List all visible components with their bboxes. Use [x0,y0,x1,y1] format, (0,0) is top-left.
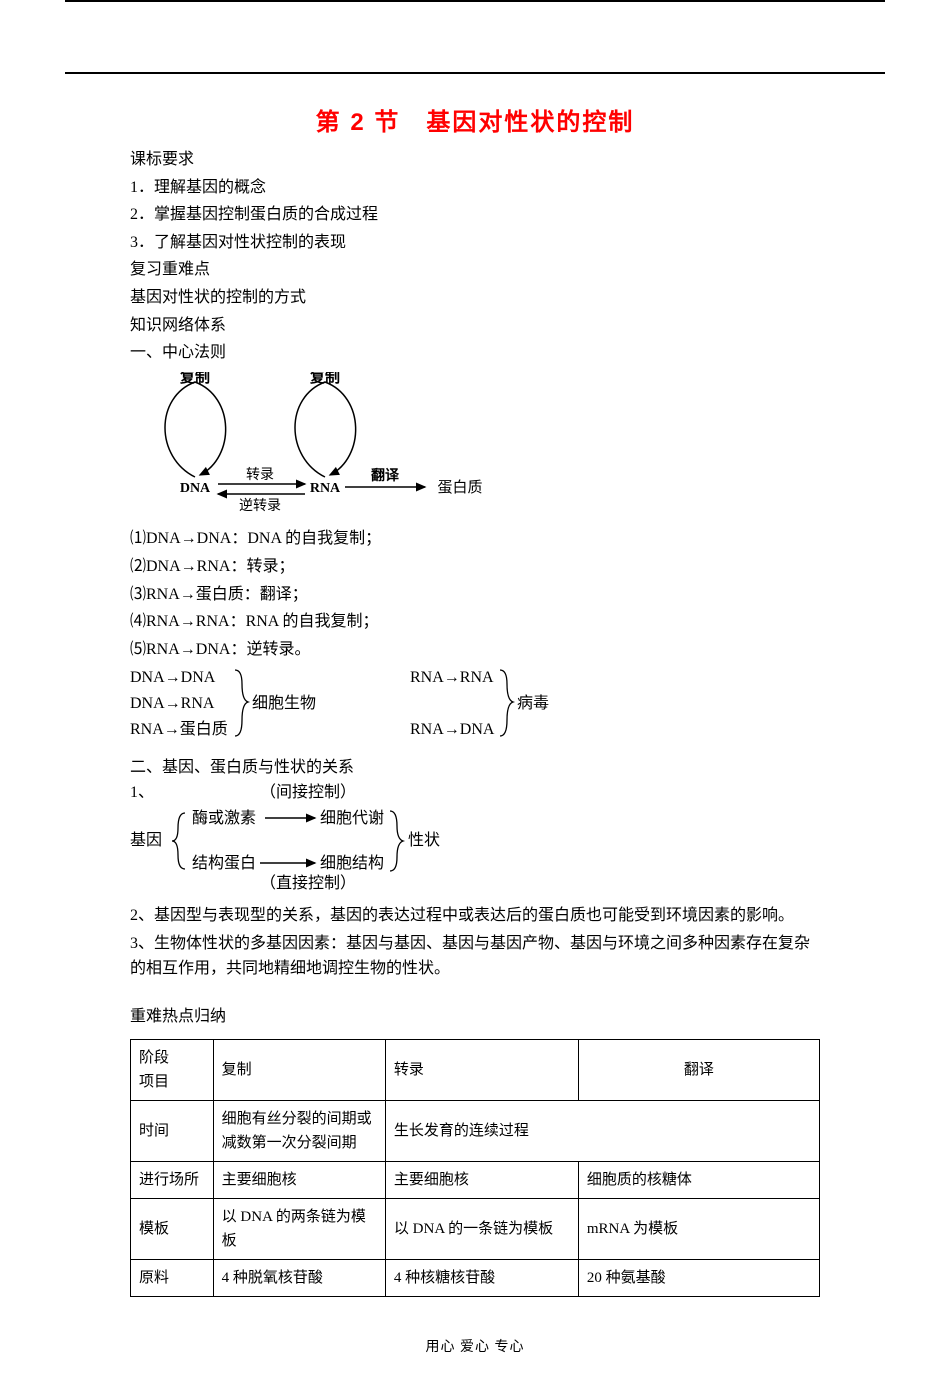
table-cell: 4 种核糖核苷酸 [385,1260,578,1297]
table-cell: 4 种脱氧核苷酸 [213,1260,385,1297]
bracket-svg: DNA→DNA DNA→RNA RNA→蛋白质 细胞生物 RNA→RNA RNA… [130,664,690,744]
table-row: 原料 4 种脱氧核苷酸 4 种核糖核苷酸 20 种氨基酸 [131,1260,820,1297]
body-text: 课标要求 1．理解基因的概念 2．掌握基因控制蛋白质的合成过程 3．了解基因对性… [130,147,820,1360]
page: 第 2 节 基因对性状的控制 课标要求 1．理解基因的概念 2．掌握基因控制蛋白… [65,0,885,1390]
bracket-groups: DNA→DNA DNA→RNA RNA→蛋白质 细胞生物 RNA→RNA RNA… [130,664,820,753]
label-reverse-transcription: 逆转录 [239,498,281,512]
content-area: 第 2 节 基因对性状的控制 课标要求 1．理解基因的概念 2．掌握基因控制蛋白… [130,102,820,1360]
label-direct: （直接控制） [260,874,356,892]
table-row: 时间 细胞有丝分裂的间期或减数第一次分裂间期 生长发育的连续过程 [131,1101,820,1162]
table-cell: 生长发育的连续过程 [385,1101,819,1162]
group-item: DNA→DNA [130,669,216,686]
label-indirect: （间接控制） [260,783,356,801]
label-item-1: 1、 [130,784,154,801]
group-label: 细胞生物 [252,694,316,712]
table-cell: 细胞质的核糖体 [578,1162,819,1199]
table-cell: 细胞有丝分裂的间期或减数第一次分裂间期 [213,1101,385,1162]
label-metabolism: 细胞代谢 [320,809,384,827]
table-row: 阶段 项目 复制 转录 翻译 [131,1040,820,1101]
label-transcription: 转录 [246,467,274,483]
table-cell: 主要细胞核 [213,1162,385,1199]
cell-text: 阶段 项目 [139,1046,205,1094]
central-dogma-diagram: 复制 DNA 复制 RNA 转录 逆转录 翻译 蛋白质 [150,372,820,521]
label-gene: 基因 [130,831,162,849]
label-rna: RNA [310,481,341,496]
label-replication: 复制 [179,372,210,386]
page-title: 第 2 节 基因对性状的控制 [130,102,820,137]
table-header-cell: 阶段 项目 [131,1040,214,1101]
table-cell: 以 DNA 的两条链为模板 [213,1199,385,1260]
table-cell: 20 种氨基酸 [578,1260,819,1297]
comparison-table: 阶段 项目 复制 转录 翻译 时间 细胞有丝分裂的间期或减数第一次分裂间期 生长… [130,1039,820,1297]
definition-item: ⑸RNA→DNA：逆转录。 [130,637,820,663]
group-item: DNA→RNA [130,695,215,712]
group-item: RNA→DNA [410,721,495,738]
label-translation: 翻译 [371,467,400,484]
table-header-cell: 转录 [385,1040,578,1101]
table-header-cell: 复制 [213,1040,385,1101]
table-cell: 模板 [131,1199,214,1260]
label-trait: 性状 [408,831,440,849]
label-cell-struct: 细胞结构 [320,854,384,872]
table-row: 进行场所 主要细胞核 主要细胞核 细胞质的核糖体 [131,1162,820,1199]
table-cell: mRNA 为模板 [578,1199,819,1260]
definition-item: ⑷RNA→RNA：RNA 的自我复制； [130,609,820,635]
table-cell: 时间 [131,1101,214,1162]
section-heading: 复习重难点 [130,257,820,283]
label-protein: 蛋白质 [437,479,482,496]
list-item: 3．了解基因对性状控制的表现 [130,230,820,256]
paragraph: 2、基因型与表现型的关系，基因的表达过程中或表达后的蛋白质也可能受到环境因素的影… [130,903,820,929]
table-cell: 原料 [131,1260,214,1297]
subsection-heading: 二、基因、蛋白质与性状的关系 [130,755,820,781]
group-item: RNA→蛋白质 [130,720,228,738]
dogma-svg: 复制 DNA 复制 RNA 转录 逆转录 翻译 蛋白质 [150,372,510,512]
gene-trait-diagram: 1、 （间接控制） 基因 酶或激素 细胞代谢 结构蛋白 细胞结构 性状 [130,783,820,902]
page-footer: 用心 爱心 专心 [130,1337,820,1359]
definition-item: ⑵DNA→RNA：转录； [130,554,820,580]
subsection-heading: 一、中心法则 [130,340,820,366]
table-row: 模板 以 DNA 的两条链为模板 以 DNA 的一条链为模板 mRNA 为模板 [131,1199,820,1260]
paragraph: 3、生物体性状的多基因因素：基因与基因、基因与基因产物、基因与环境之间多种因素存… [130,931,820,982]
table-cell: 主要细胞核 [385,1162,578,1199]
list-item: 1．理解基因的概念 [130,175,820,201]
label-dna: DNA [180,481,211,496]
table-header-cell: 翻译 [578,1040,819,1101]
table-cell: 进行场所 [131,1162,214,1199]
definition-item: ⑶RNA→蛋白质：翻译； [130,582,820,608]
list-item: 2．掌握基因控制蛋白质的合成过程 [130,202,820,228]
group-item: RNA→RNA [410,669,494,686]
paragraph: 基因对性状的控制的方式 [130,285,820,311]
label-struct-protein: 结构蛋白 [192,854,256,872]
group-label: 病毒 [517,694,549,712]
table-cell: 以 DNA 的一条链为模板 [385,1199,578,1260]
horizontal-rule [65,72,885,74]
label-replication: 复制 [309,372,340,386]
label-enzyme: 酶或激素 [192,809,256,827]
section-heading: 重难热点归纳 [130,1004,820,1030]
section-heading: 课标要求 [130,147,820,173]
definition-item: ⑴DNA→DNA：DNA 的自我复制； [130,526,820,552]
section-heading: 知识网络体系 [130,313,820,339]
gene-trait-svg: 1、 （间接控制） 基因 酶或激素 细胞代谢 结构蛋白 细胞结构 性状 [130,783,570,893]
